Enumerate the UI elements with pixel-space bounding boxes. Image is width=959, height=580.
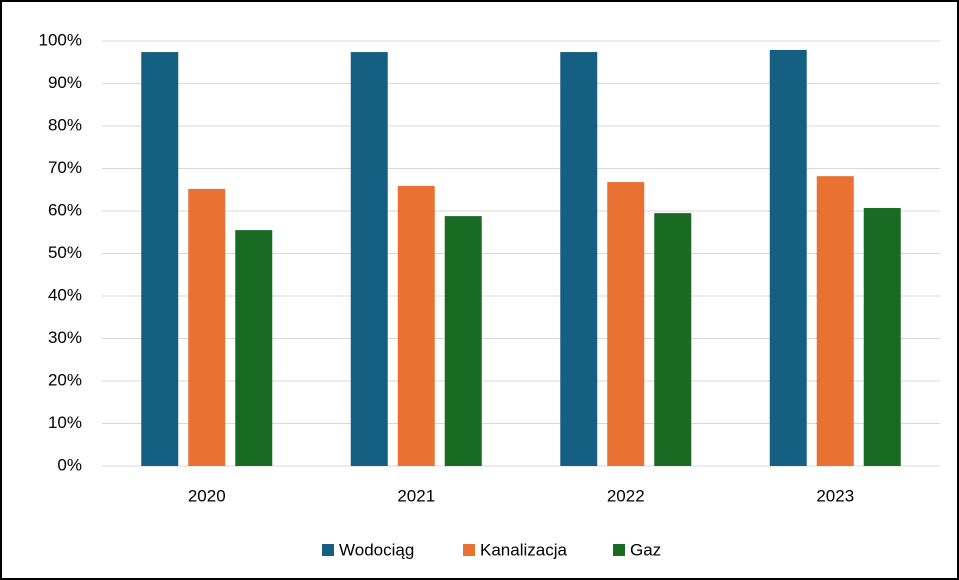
- bar: [235, 230, 273, 466]
- x-tick-label: 2021: [397, 486, 435, 505]
- bar: [863, 208, 901, 466]
- y-tick-label: 90%: [48, 73, 82, 92]
- bar: [816, 176, 854, 466]
- bar: [769, 49, 807, 467]
- y-tick-label: 100%: [39, 30, 82, 49]
- bar: [397, 185, 435, 467]
- y-tick-label: 20%: [48, 370, 82, 389]
- y-tick-label: 60%: [48, 200, 82, 219]
- legend-swatch: [613, 544, 625, 556]
- y-tick-label: 80%: [48, 115, 82, 134]
- bar: [350, 52, 388, 467]
- y-tick-label: 50%: [48, 243, 82, 262]
- bar: [188, 188, 226, 466]
- x-tick-label: 2020: [188, 486, 226, 505]
- legend-swatch: [322, 544, 334, 556]
- y-tick-label: 0%: [57, 455, 82, 474]
- y-tick-label: 10%: [48, 413, 82, 432]
- bar: [141, 52, 179, 467]
- legend-label: Kanalizacja: [480, 540, 567, 559]
- bar: [654, 213, 692, 466]
- legend-label: Wodociąg: [339, 540, 414, 559]
- legend-swatch: [463, 544, 475, 556]
- x-tick-label: 2022: [607, 486, 645, 505]
- bar: [560, 52, 598, 467]
- bar: [444, 216, 482, 466]
- bar: [607, 182, 645, 466]
- y-tick-label: 30%: [48, 328, 82, 347]
- x-tick-label: 2023: [816, 486, 854, 505]
- legend-label: Gaz: [630, 540, 661, 559]
- y-tick-label: 70%: [48, 158, 82, 177]
- y-tick-label: 40%: [48, 285, 82, 304]
